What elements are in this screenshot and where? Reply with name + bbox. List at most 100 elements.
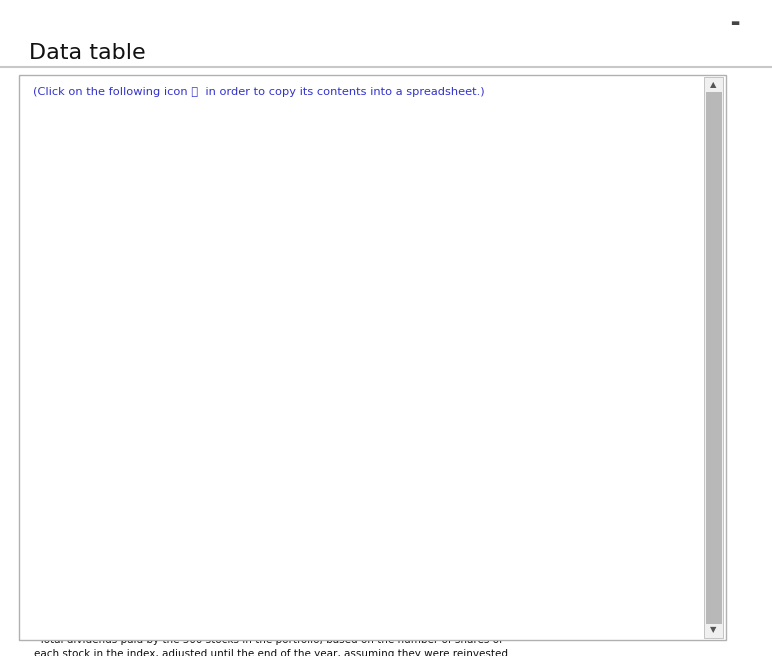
Text: ▬: ▬ [730,18,740,28]
Text: Return: Return [341,178,384,188]
Text: Realized: Realized [429,148,482,159]
Text: Data table: Data table [29,43,146,62]
Text: 13.70%: 13.70% [341,520,384,529]
Text: 2007: 2007 [63,306,91,316]
Text: 15.80%: 15.80% [434,276,476,286]
Text: Microsoft: Microsoft [425,119,485,129]
Text: ▼: ▼ [710,625,717,634]
Text: 0.00%: 0.00% [543,520,579,529]
Text: 4.80%: 4.80% [543,276,579,286]
Text: 16.00%: 16.00% [341,459,384,468]
Text: 27.16: 27.16 [253,276,286,286]
Text: 1.40%: 1.40% [344,550,380,560]
Text: 42.47: 42.47 [253,520,286,529]
Text: 2238.83: 2238.83 [154,581,199,590]
Text: 5.50%: 5.50% [344,306,380,316]
Text: 2009: 2009 [63,367,91,377]
Text: 21.80%: 21.80% [341,611,384,621]
Text: ▲: ▲ [710,80,717,89]
Text: 2014: 2014 [63,520,91,529]
Text: 60.50%: 60.50% [434,367,476,377]
Text: 26.50%: 26.50% [341,367,384,377]
Text: 2013: 2013 [63,489,91,499]
Text: 15.10%: 15.10% [434,581,476,590]
Text: 20.80%: 20.80% [434,306,476,316]
Text: 0.00%: 0.00% [543,428,579,438]
Text: 32.40%: 32.40% [341,489,384,499]
Text: (Click on the following icon ⎙  in order to copy its contents into a spreadsheet: (Click on the following icon ⎙ in order … [33,87,485,97]
Text: 4.90%: 4.90% [344,245,380,255]
Text: 1211.92: 1211.92 [154,215,199,225]
Text: − 0.90%: − 0.90% [431,245,479,255]
Text: 53.99: 53.99 [253,611,286,621]
Text: 12.00%: 12.00% [341,581,384,590]
Text: Year End: Year End [49,178,104,188]
Text: 21.85: 21.85 [253,337,286,347]
Text: 4.70%: 4.70% [543,306,579,316]
Text: 15.80%: 15.80% [341,276,384,286]
Text: 1248.29: 1248.29 [154,245,199,255]
Text: 0.10%: 0.10% [543,398,579,408]
Text: 32.67: 32.67 [253,459,286,468]
Text: 903.25: 903.25 [157,337,196,347]
Text: 1468.36: 1468.36 [154,306,199,316]
Text: 26.59: 26.59 [253,428,286,438]
Text: Realized: Realized [336,148,388,159]
Text: 1257.64: 1257.64 [154,398,199,408]
Text: 1426.19: 1426.19 [154,459,199,468]
Text: 0.10%: 0.10% [543,459,579,468]
Text: 2016: 2016 [63,581,91,590]
Text: 2004: 2004 [63,215,91,225]
Text: 2017: 2017 [63,611,91,621]
Text: 2011: 2011 [63,428,91,438]
Text: 1848.36: 1848.36 [154,489,199,499]
Text: 2058.90: 2058.90 [154,520,199,529]
Text: 15.10%: 15.10% [341,398,384,408]
Text: 2.10%: 2.10% [344,428,380,438]
Text: 0.10%: 0.10% [543,367,579,377]
Text: 1418.30: 1418.30 [154,276,199,286]
Text: 22.70%: 22.70% [434,550,476,560]
Text: 23.15: 23.15 [253,245,285,255]
Text: 39.75: 39.75 [253,489,286,499]
Text: T-Bill Return: T-Bill Return [523,178,600,188]
Text: 44.30%: 44.30% [434,489,476,499]
Text: 5.80%: 5.80% [438,459,473,468]
Text: 1257.61: 1257.61 [154,428,199,438]
Text: 2015: 2015 [63,550,91,560]
Text: 2010: 2010 [63,398,91,408]
Text: 2008: 2008 [63,337,91,347]
Text: − 37.00%: − 37.00% [335,337,390,347]
Text: S&P 500: S&P 500 [150,148,203,159]
Text: − 6.50%: − 6.50% [432,398,479,408]
Text: S&P 500: S&P 500 [336,119,388,129]
Text: 2673.61: 2673.61 [154,611,199,621]
Text: *Total dividends paid by the 500 stocks in the portfolio, based on the number of: *Total dividends paid by the 500 stocks … [34,635,508,656]
Text: 2006: 2006 [63,276,91,286]
Text: 25.44: 25.44 [253,398,286,408]
Text: 0.00%: 0.00% [543,550,579,560]
Text: 2005: 2005 [63,245,91,255]
Text: − 4.50%: − 4.50% [431,428,479,438]
Text: Return: Return [434,178,476,188]
Text: 3.00%: 3.00% [543,245,579,255]
Text: 43.45: 43.45 [253,550,286,560]
Text: − 44.40%: − 44.40% [428,337,483,347]
Text: 27.86: 27.86 [253,306,286,316]
Text: 49.56: 49.56 [253,581,286,590]
Text: Realized Return for the S&P 500, Microsoft, and Treasury Bills, 2005-2017: Realized Return for the S&P 500, Microso… [34,127,527,140]
Text: 40.70%: 40.70% [434,611,476,621]
Text: 1.50%: 1.50% [543,337,579,347]
Text: 0.00%: 0.00% [543,489,579,499]
Text: 2012: 2012 [63,459,91,468]
Text: 0.80%: 0.80% [543,611,579,621]
Text: 1-Month: 1-Month [536,148,587,159]
Text: Dividends: Dividends [239,148,300,159]
Text: 1115.10: 1115.10 [154,367,199,377]
Text: Paid*: Paid* [253,178,286,188]
Text: 2043.94: 2043.94 [154,550,199,560]
Text: 27.60%: 27.60% [434,520,476,529]
Text: 27.19: 27.19 [253,367,286,377]
Text: 0.20%: 0.20% [543,581,579,590]
Text: Index: Index [159,178,194,188]
